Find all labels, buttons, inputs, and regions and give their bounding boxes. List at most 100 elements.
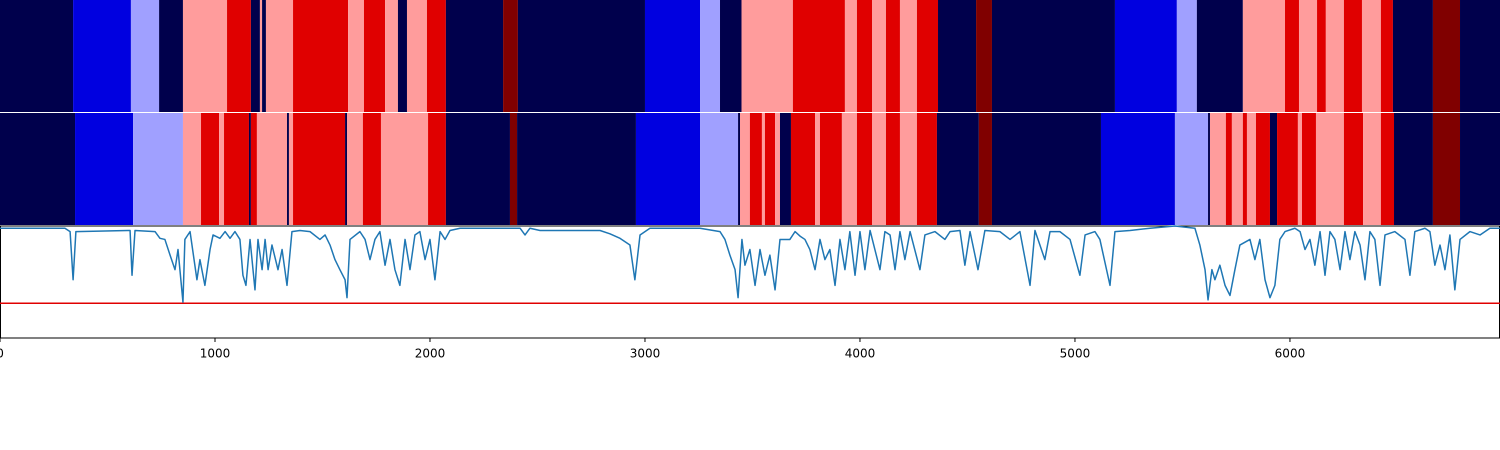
segment <box>1343 113 1364 225</box>
segment <box>1231 113 1243 225</box>
segment <box>1317 0 1326 112</box>
segment <box>1285 0 1299 112</box>
segment <box>1301 113 1316 225</box>
segment <box>792 0 845 112</box>
segment <box>856 0 873 112</box>
x-tick-label: 6000 <box>1275 347 1306 361</box>
segment <box>182 113 202 225</box>
segment <box>346 113 363 225</box>
segment <box>1242 113 1247 225</box>
segment <box>1380 0 1393 112</box>
segment <box>991 0 1115 112</box>
segment <box>1343 0 1362 112</box>
segment <box>345 113 347 225</box>
segment <box>749 113 762 225</box>
x-tick-label: 4000 <box>845 347 876 361</box>
segment <box>201 113 220 225</box>
segment <box>885 113 900 225</box>
x-tick-label: 0 <box>0 347 4 361</box>
segment <box>406 0 427 112</box>
segment <box>1174 113 1209 225</box>
segment <box>815 113 820 225</box>
segment <box>856 113 873 225</box>
segment <box>293 0 349 112</box>
segment <box>899 113 917 225</box>
segment <box>1255 113 1259 225</box>
segment <box>0 0 74 112</box>
segment <box>256 113 288 225</box>
segment <box>362 113 381 225</box>
x-tick-label: 5000 <box>1060 347 1091 361</box>
segment <box>1246 113 1256 225</box>
segment <box>133 113 183 225</box>
segment <box>1363 113 1381 225</box>
signal-line <box>0 225 1500 303</box>
segment <box>978 113 992 225</box>
segment <box>509 113 518 225</box>
segment <box>1392 0 1433 112</box>
x-tick-label: 2000 <box>415 347 446 361</box>
segment <box>635 113 701 225</box>
segment <box>517 0 645 112</box>
segment <box>899 0 917 112</box>
segment <box>428 113 446 225</box>
segment <box>293 113 346 225</box>
segment <box>1209 113 1226 225</box>
segment <box>250 113 257 225</box>
segment <box>1432 0 1461 112</box>
segment <box>916 0 939 112</box>
segment <box>700 113 739 225</box>
segment <box>1208 113 1210 225</box>
segment <box>445 0 504 112</box>
segment <box>73 0 131 112</box>
segment <box>385 0 398 112</box>
segment <box>1460 0 1500 112</box>
x-tick-label: 1000 <box>200 347 231 361</box>
segment <box>1277 113 1298 225</box>
segment <box>779 113 791 225</box>
segment <box>250 0 260 112</box>
segment <box>0 113 76 225</box>
segment <box>1394 113 1433 225</box>
segment <box>872 0 886 112</box>
segment <box>348 0 364 112</box>
segment <box>1380 113 1395 225</box>
segment <box>159 0 183 112</box>
segment <box>265 0 294 112</box>
segment <box>976 0 992 112</box>
segment <box>517 113 636 225</box>
segment <box>790 113 816 225</box>
segment <box>397 0 407 112</box>
segment <box>936 113 979 225</box>
segment <box>1298 0 1318 112</box>
segment <box>1176 0 1197 112</box>
segment <box>844 0 857 112</box>
segment <box>916 113 937 225</box>
segment <box>761 113 765 225</box>
segment <box>130 0 160 112</box>
segment <box>248 113 251 225</box>
segment <box>885 0 900 112</box>
segment <box>75 113 134 225</box>
segment <box>426 0 446 112</box>
segment <box>287 113 289 225</box>
segment <box>1225 113 1232 225</box>
segment <box>1114 0 1177 112</box>
segment <box>1325 0 1344 112</box>
segment <box>445 113 510 225</box>
segment <box>380 113 429 225</box>
segment <box>738 113 741 225</box>
segment <box>741 0 793 112</box>
segment <box>764 113 776 225</box>
segment <box>224 113 249 225</box>
segment <box>1361 0 1381 112</box>
segment <box>1258 113 1270 225</box>
x-tick-label: 3000 <box>630 347 661 361</box>
segment <box>219 113 225 225</box>
segment <box>872 113 886 225</box>
segment <box>288 113 294 225</box>
segment <box>775 113 780 225</box>
segment <box>938 0 977 112</box>
segment <box>1432 113 1461 225</box>
